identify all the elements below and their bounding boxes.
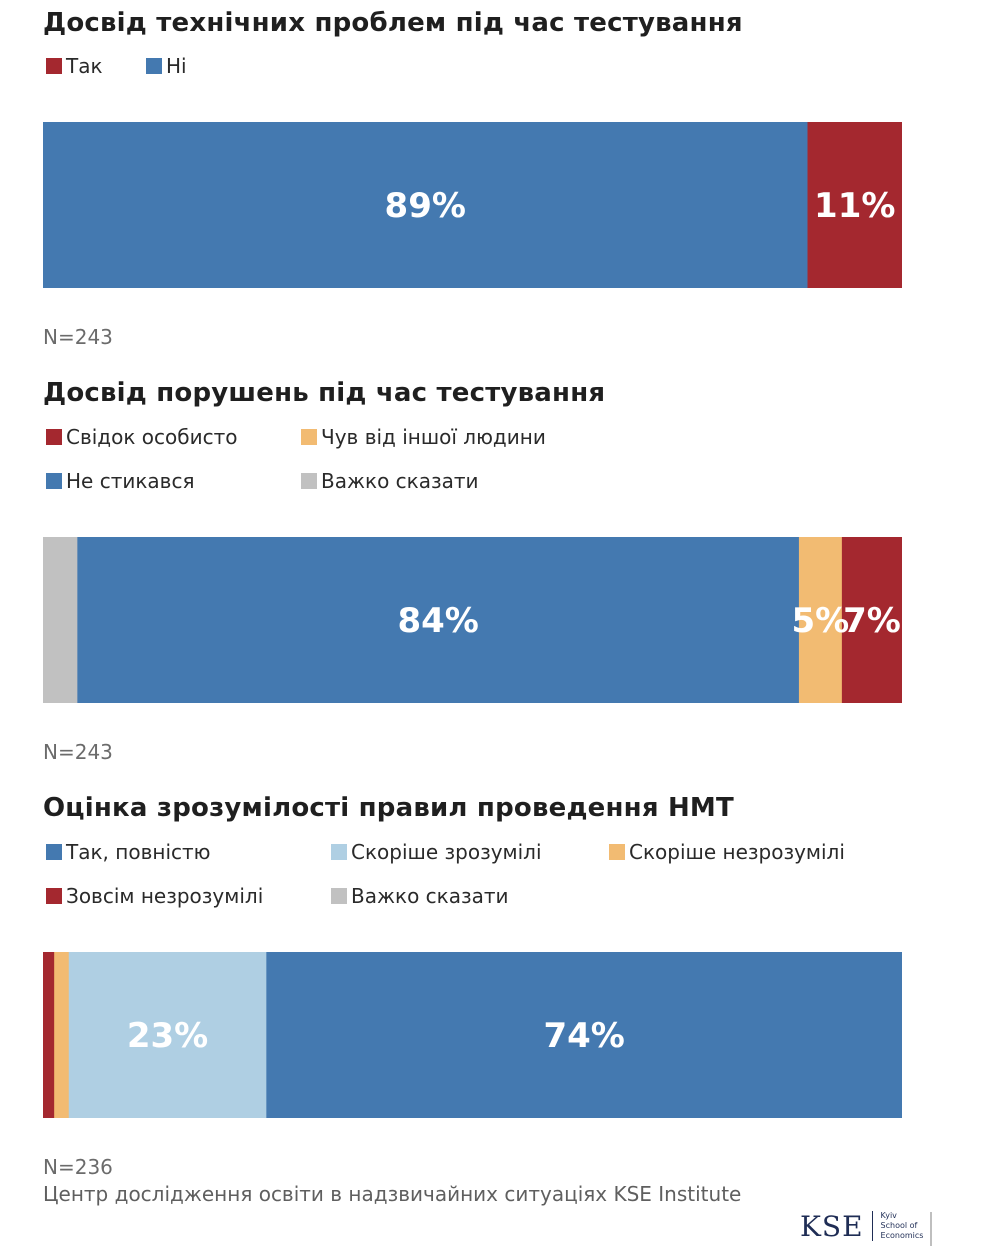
legend-label: Так, повністю (66, 840, 211, 864)
legend-swatch-gray (331, 888, 347, 904)
legend-item-rather-unclear: Скоріше незрозумілі (609, 840, 845, 864)
chart3-bar: 23% 74% (43, 952, 902, 1118)
logo-wordmark: KSE (800, 1209, 864, 1243)
legend-item-never: Не стикався (46, 469, 195, 493)
legend-swatch-blue (46, 473, 62, 489)
stacked-bar-svg: 89% 11% (43, 122, 902, 288)
bar-segment (841, 537, 902, 703)
bar-segment (43, 952, 55, 1118)
chart1-title: Досвід технічних проблем під час тестува… (43, 8, 743, 38)
legend-item-fully: Так, повністю (46, 840, 210, 864)
legend-swatch-orange (301, 429, 317, 445)
legend-label: Так (66, 54, 103, 78)
bar-segment-label: 5% (792, 601, 850, 641)
chart3-sample-size: N=236 (43, 1155, 113, 1179)
legend-item-totally-unclear: Зовсім незрозумілі (46, 884, 263, 908)
bar-segment (68, 952, 267, 1118)
legend-label: Скоріше зрозумілі (351, 840, 542, 864)
logo-sub-line: Kyiv (880, 1211, 897, 1220)
bar-segment-label: 11% (814, 186, 895, 226)
chart2-sample-size: N=243 (43, 740, 113, 764)
bar-segment (54, 952, 70, 1118)
chart2-title: Досвід порушень під час тестування (43, 378, 606, 408)
logo-sub-line: Economics (880, 1231, 924, 1240)
legend-item-heard: Чув від іншої людини (301, 425, 546, 449)
logo-subtitle: Kyiv School of Economics (871, 1211, 924, 1241)
logo-divider (930, 1212, 932, 1246)
legend-label: Чув від іншої людини (321, 425, 546, 449)
legend-item-hard-to-say: Важко сказати (331, 884, 509, 908)
legend-item-hard-to-say: Важко сказати (301, 469, 479, 493)
chart2-bar: 84% 5% 7% (43, 537, 902, 703)
bar-segment (798, 537, 843, 703)
chart3-title: Оцінка зрозумілості правил проведення НМ… (43, 793, 734, 823)
bar-segment-label: 84% (397, 601, 478, 641)
bar-segment-label: 89% (385, 186, 466, 226)
legend-swatch-blue (46, 844, 62, 860)
bar-segment-label: 23% (127, 1016, 208, 1056)
legend-label: Свідок особисто (66, 425, 238, 449)
legend-swatch-light-blue (331, 844, 347, 860)
legend-swatch-blue (146, 58, 162, 74)
bar-segment (43, 122, 809, 288)
legend-label: Важко сказати (351, 884, 509, 908)
legend-item-tak: Так (46, 54, 103, 78)
kse-logo: KSE Kyiv School of Economics (800, 1204, 932, 1248)
bar-segment (77, 537, 800, 703)
legend-swatch-red (46, 888, 62, 904)
legend-label: Скоріше незрозумілі (629, 840, 845, 864)
legend-swatch-gray (301, 473, 317, 489)
legend-label: Ні (166, 54, 187, 78)
legend-label: Не стикався (66, 469, 195, 493)
legend-label: Важко сказати (321, 469, 479, 493)
logo-sub-line: School of (880, 1221, 918, 1230)
bar-segment (43, 537, 78, 703)
chart1-bar: 89% 11% (43, 122, 902, 288)
source-note: Центр дослідження освіти в надзвичайних … (43, 1182, 742, 1206)
bar-segment-label: 7% (843, 601, 901, 641)
legend-swatch-red (46, 58, 62, 74)
legend-label: Зовсім незрозумілі (66, 884, 264, 908)
stacked-bar-svg: 23% 74% (43, 952, 902, 1118)
legend-item-witness: Свідок особисто (46, 425, 238, 449)
bar-segment-label: 74% (543, 1016, 624, 1056)
legend-swatch-orange (609, 844, 625, 860)
legend-item-ni: Ні (146, 54, 187, 78)
legend-item-rather-clear: Скоріше зрозумілі (331, 840, 542, 864)
stacked-bar-svg: 84% 5%7% (43, 537, 902, 703)
chart1-sample-size: N=243 (43, 325, 113, 349)
legend-swatch-red (46, 429, 62, 445)
bar-segment (266, 952, 902, 1118)
bar-segment (807, 122, 902, 288)
